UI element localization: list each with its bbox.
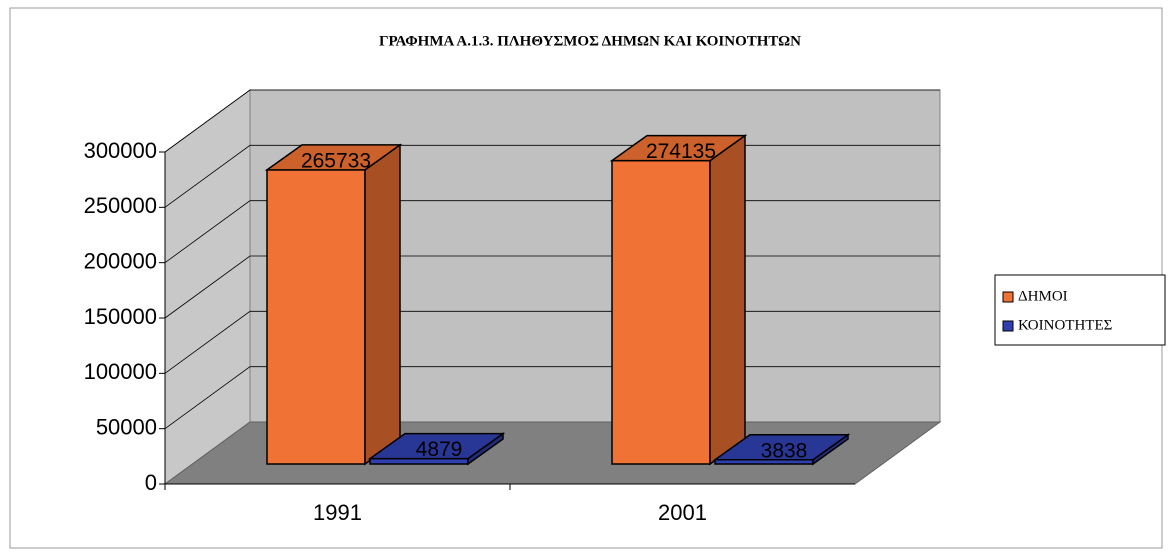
bar-top [264, 144, 403, 171]
x-tick-label: 1991 [313, 500, 362, 525]
bar-front [611, 159, 711, 465]
legend-swatch [1002, 291, 1014, 303]
bar-front [266, 169, 366, 465]
value-label: 3838 [761, 439, 808, 462]
bar-top [712, 434, 851, 461]
x-tick-label: 2001 [658, 500, 707, 525]
grid-line [164, 89, 940, 153]
y-tick-label: 100000 [84, 359, 157, 384]
bar [367, 432, 506, 466]
legend [994, 274, 1166, 346]
y-tick-label: 150000 [84, 304, 157, 329]
legend-label: ΔΗΜΟΙ [1018, 288, 1068, 304]
y-tick-label: 200000 [84, 248, 157, 273]
y-tick-label: 0 [145, 470, 157, 495]
y-tick-label: 250000 [84, 193, 157, 218]
bar [609, 134, 748, 466]
bar-side [364, 143, 401, 466]
bar-top [609, 134, 748, 162]
value-label: 4879 [416, 438, 463, 461]
y-tick-label: 300000 [84, 138, 157, 163]
bar [712, 433, 851, 466]
value-label: 274135 [646, 140, 716, 163]
bar-top [367, 432, 506, 460]
chart-title: ΓΡΑΦΗΜΑ Α.1.3. ΠΛΗΘΥΣΜΟΣ ΔΗΜΩΝ ΚΑΙ ΚΟΙΝΟ… [379, 33, 801, 49]
bar-side [709, 134, 746, 466]
legend-label: ΚΟΙΝΟΤΗΤΕΣ [1018, 317, 1112, 333]
legend-swatch [1002, 320, 1014, 332]
y-tick-label: 50000 [96, 414, 157, 439]
bar [264, 143, 403, 466]
value-label: 265733 [301, 149, 371, 172]
